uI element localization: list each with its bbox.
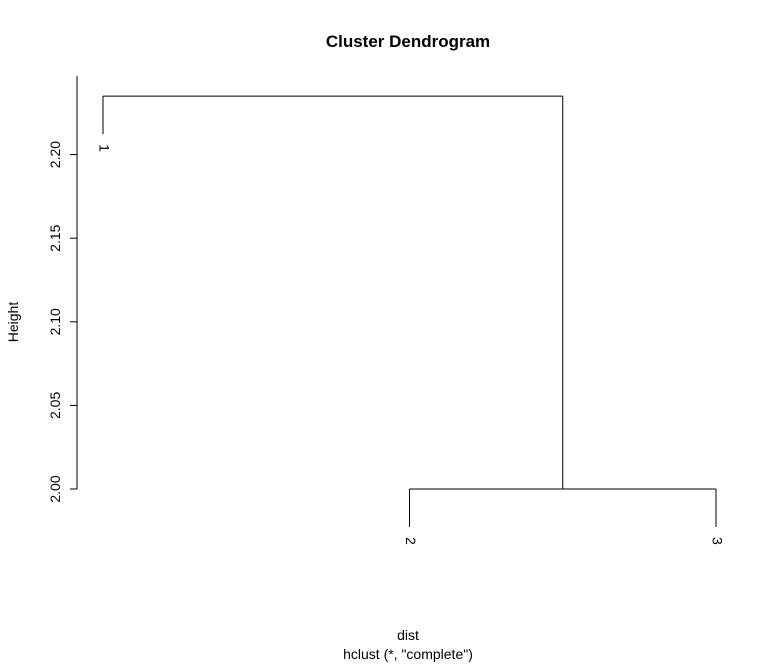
y-tick-label: 2.05 <box>47 392 63 419</box>
y-tick-label: 2.00 <box>47 475 63 502</box>
y-axis-label: Height <box>5 302 21 343</box>
leaf-label: 2 <box>403 537 419 545</box>
leaf-label: 3 <box>709 537 725 545</box>
y-tick-label: 2.10 <box>47 308 63 335</box>
x-axis-label: dist <box>397 627 419 643</box>
leaf-label: 1 <box>96 144 112 152</box>
subtitle: hclust (*, "complete") <box>343 646 473 662</box>
y-tick-label: 2.15 <box>47 224 63 251</box>
y-tick-label: 2.20 <box>47 141 63 168</box>
chart-title: Cluster Dendrogram <box>326 32 490 51</box>
